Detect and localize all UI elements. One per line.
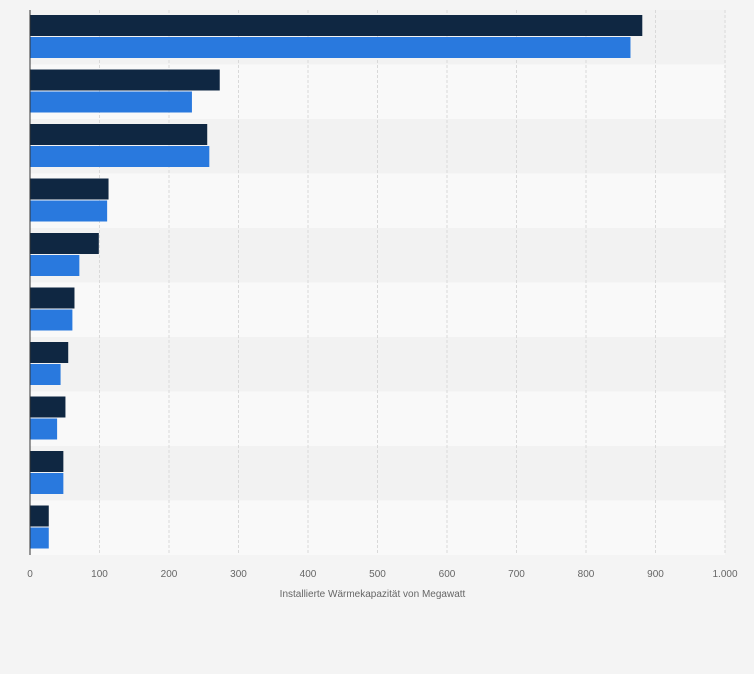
x-tick-label: 1.000 xyxy=(712,569,737,580)
bar-series-2 xyxy=(30,527,49,549)
bar-series-2 xyxy=(30,91,192,113)
bar-series-1 xyxy=(30,178,109,200)
bar-series-2 xyxy=(30,309,73,331)
x-tick-label: 0 xyxy=(27,569,33,580)
bar-series-2 xyxy=(30,364,61,385)
bar-series-1 xyxy=(30,15,643,36)
bar-series-1 xyxy=(30,287,75,309)
x-axis-ticks: 0 100 200 300 400 500 600 700 800 900 1.000 xyxy=(27,569,738,580)
bar-series-2 xyxy=(30,146,210,167)
x-tick-label: 200 xyxy=(161,569,178,580)
bars xyxy=(30,15,643,549)
bar-series-2 xyxy=(30,255,80,276)
x-tick-label: 400 xyxy=(300,569,317,580)
x-tick-label: 700 xyxy=(508,569,525,580)
bar-series-1 xyxy=(30,451,64,472)
bar-series-1 xyxy=(30,342,69,363)
x-tick-label: 600 xyxy=(439,569,456,580)
x-tick-label: 900 xyxy=(647,569,664,580)
bar-series-1 xyxy=(30,69,220,91)
x-tick-label: 100 xyxy=(91,569,108,580)
bar-series-1 xyxy=(30,124,208,145)
bar-series-2 xyxy=(30,200,108,222)
bar-series-1 xyxy=(30,396,66,418)
bar-series-1 xyxy=(30,505,49,527)
bar-series-2 xyxy=(30,37,631,58)
bar-series-1 xyxy=(30,233,99,254)
x-axis-title: Installierte Wärmekapazität von Megawatt xyxy=(280,589,466,600)
x-tick-label: 500 xyxy=(369,569,386,580)
bar-series-2 xyxy=(30,418,58,440)
x-tick-label: 300 xyxy=(230,569,247,580)
bar-series-2 xyxy=(30,473,64,494)
x-tick-label: 800 xyxy=(578,569,595,580)
